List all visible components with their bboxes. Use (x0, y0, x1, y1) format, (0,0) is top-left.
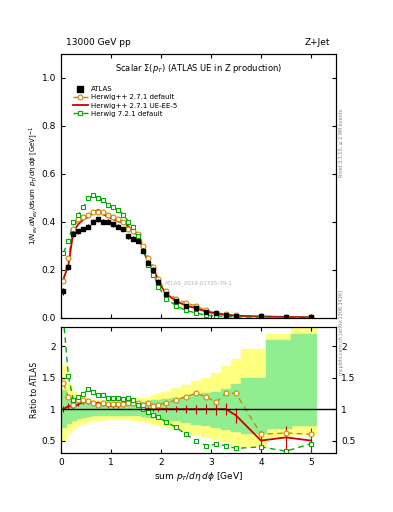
Text: Scalar $\Sigma(p_T)$ (ATLAS UE in Z production): Scalar $\Sigma(p_T)$ (ATLAS UE in Z prod… (115, 61, 282, 75)
Text: Rivet 3.1.10, ≥ 2.9M events: Rivet 3.1.10, ≥ 2.9M events (339, 109, 344, 178)
Text: 13000 GeV pp: 13000 GeV pp (66, 38, 131, 47)
Text: mcplots.cern.ch [arXiv:1306.3436]: mcplots.cern.ch [arXiv:1306.3436] (339, 290, 344, 375)
Text: ATLAS_2019-01735-39-1: ATLAS_2019-01735-39-1 (165, 281, 232, 286)
Y-axis label: $1/N_{ev}\,dN_{ev}/d$sum $p_T/d\eta\,d\phi$ [GeV]$^{-1}$: $1/N_{ev}\,dN_{ev}/d$sum $p_T/d\eta\,d\p… (28, 126, 40, 245)
Text: Z+Jet: Z+Jet (305, 38, 331, 47)
Y-axis label: Ratio to ATLAS: Ratio to ATLAS (30, 362, 39, 418)
X-axis label: sum $p_T/d\eta\,d\phi$ [GeV]: sum $p_T/d\eta\,d\phi$ [GeV] (154, 470, 243, 483)
Legend: ATLAS, Herwig++ 2.7.1 default, Herwig++ 2.7.1 UE-EE-5, Herwig 7.2.1 default: ATLAS, Herwig++ 2.7.1 default, Herwig++ … (70, 83, 180, 119)
